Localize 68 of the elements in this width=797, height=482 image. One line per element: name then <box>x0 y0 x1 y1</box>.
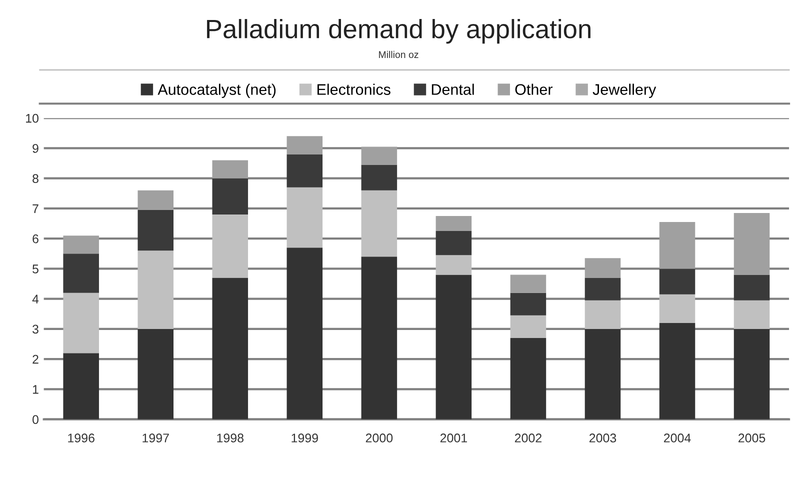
bar <box>510 338 546 420</box>
bar <box>212 214 248 278</box>
legend-label: Electronics <box>317 84 390 95</box>
bar <box>63 353 99 420</box>
y-tick-label: 7 <box>32 204 38 213</box>
y-tick-label: 10 <box>26 114 38 123</box>
x-tick-label: 1996 <box>68 434 94 442</box>
bar <box>659 322 696 420</box>
bar <box>212 160 248 178</box>
bar <box>138 190 174 210</box>
bar <box>584 278 621 300</box>
bar <box>361 256 398 420</box>
y-tick-label: 5 <box>32 264 38 274</box>
bar <box>361 164 398 190</box>
x-tick-label: 1997 <box>142 434 169 442</box>
bar <box>734 300 770 329</box>
y-tick-label: 9 <box>32 144 38 153</box>
y-tick-label: 3 <box>32 324 38 334</box>
bar <box>63 292 99 354</box>
legend-label: Jewellery <box>592 84 656 98</box>
bar <box>436 216 472 232</box>
x-tick-label: 2003 <box>589 434 616 442</box>
bar <box>286 248 323 420</box>
bar <box>659 268 696 294</box>
bar <box>659 294 696 323</box>
x-tick-label: 2000 <box>366 434 393 442</box>
x-tick-label: 1999 <box>292 434 318 442</box>
bar <box>361 190 398 257</box>
legend-label: Other <box>515 84 553 95</box>
bar <box>138 250 174 329</box>
bar <box>436 255 472 275</box>
bar <box>584 258 621 278</box>
bar <box>510 292 546 316</box>
bar <box>436 231 472 256</box>
bar <box>510 274 546 293</box>
x-tick-label: 2002 <box>514 434 542 442</box>
x-tick-label: 2001 <box>440 434 467 442</box>
bar <box>659 222 696 269</box>
x-tick-label: 2005 <box>738 434 766 442</box>
bar <box>436 274 472 420</box>
x-tick-label: 1998 <box>217 434 244 442</box>
y-tick-label: 1 <box>32 385 38 394</box>
legend-label: Autocatalyst (net) <box>158 84 276 98</box>
bar <box>63 254 99 293</box>
bar <box>212 178 248 214</box>
y-tick-label: 2 <box>32 354 38 364</box>
chart-title: Palladium demand by application <box>207 19 590 44</box>
bar <box>734 328 770 420</box>
bar <box>138 210 174 251</box>
bar <box>286 187 323 248</box>
bar <box>138 328 174 420</box>
bar <box>286 154 323 188</box>
y-tick-label: 6 <box>32 234 38 244</box>
y-tick-label: 4 <box>32 294 39 304</box>
bar <box>361 146 398 165</box>
bar <box>734 212 770 275</box>
x-tick-label: 2004 <box>664 434 691 442</box>
y-tick-label: 8 <box>32 174 38 183</box>
y-tick-label: 0 <box>32 415 38 424</box>
chart-subtitle: Million oz <box>379 50 418 58</box>
bar <box>584 328 621 420</box>
bar <box>286 136 323 154</box>
bar <box>584 300 621 329</box>
bar <box>510 315 546 338</box>
legend-label: Dental <box>432 84 474 95</box>
bar <box>212 278 248 420</box>
bar <box>63 236 99 254</box>
bar <box>734 274 770 300</box>
